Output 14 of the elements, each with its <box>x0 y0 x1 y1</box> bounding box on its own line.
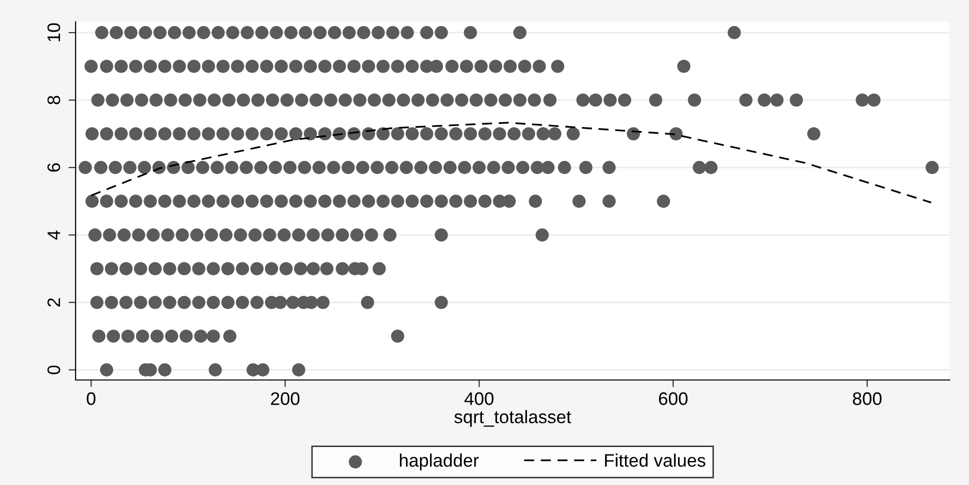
legend-label: hapladder <box>400 454 479 470</box>
x-tick-label: 600 <box>659 392 688 406</box>
x-tick-label: 400 <box>464 392 494 406</box>
y-tick-label: 4 <box>48 230 60 240</box>
y-tick-label: 6 <box>47 163 60 172</box>
y-tick-label: 10 <box>47 23 60 42</box>
x-tick-label: 0 <box>86 392 96 406</box>
x-tick-label: 800 <box>852 392 882 406</box>
x-axis-title: sqrt_totalasset <box>454 410 572 427</box>
legend-label: Fitted values <box>605 454 706 467</box>
y-tick-label: 0 <box>47 366 60 374</box>
y-tick-label: 2 <box>47 298 60 307</box>
y-tick-label: 8 <box>47 96 60 104</box>
x-tick-label: 200 <box>270 392 300 406</box>
